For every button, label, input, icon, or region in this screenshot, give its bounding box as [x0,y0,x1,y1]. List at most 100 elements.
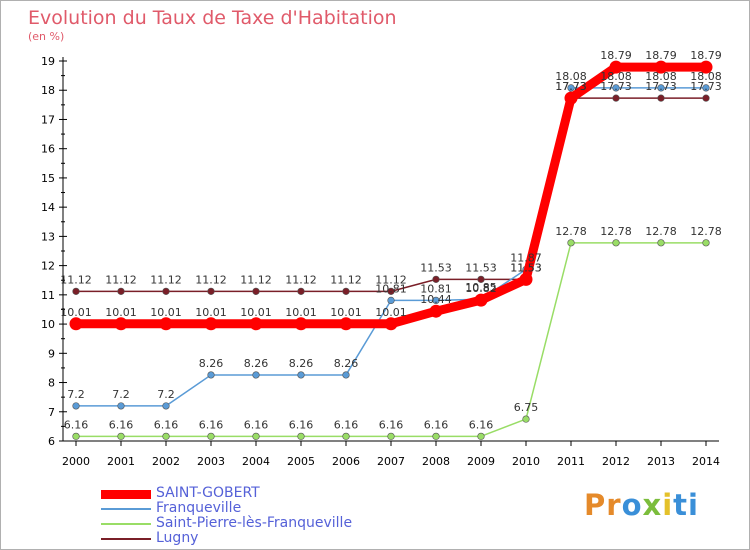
data-label: 10.01 [375,306,407,319]
chart-unit-label: (en %) [28,30,65,43]
x-tick-label: 2002 [152,455,180,468]
y-tick-label: 12 [41,260,55,273]
data-point [252,432,260,440]
proxiti-logo: Proxiti [584,488,699,522]
legend-swatch [101,538,151,540]
x-tick-label: 2005 [287,455,315,468]
data-label: 11.12 [60,273,92,286]
data-label: 10.85 [465,281,497,294]
data-label: 11.12 [375,273,407,286]
data-label: 11.53 [420,261,452,274]
data-point [702,94,710,102]
data-label: 11.12 [195,273,227,286]
data-label: 7.2 [157,388,175,401]
data-label: 6.16 [199,418,224,431]
data-point [657,94,665,102]
data-label: 6.16 [244,418,269,431]
data-point [117,402,125,410]
data-label: 10.81 [375,282,407,295]
x-tick-label: 2008 [422,455,450,468]
data-label: 11.53 [510,261,542,274]
data-point [162,287,170,295]
data-point [429,304,443,318]
data-point [72,432,80,440]
data-point [477,275,485,283]
data-point [432,275,440,283]
x-tick-label: 2000 [62,455,90,468]
data-label: 6.16 [424,418,449,431]
y-tick-label: 15 [41,172,55,185]
x-tick-label: 2006 [332,455,360,468]
y-tick-label: 9 [48,347,55,360]
data-label: 17.73 [645,80,677,93]
data-point [204,317,218,331]
x-tick-label: 2003 [197,455,225,468]
data-label: 17.73 [600,80,632,93]
data-point [342,287,350,295]
data-label: 7.2 [112,388,130,401]
data-label: 6.16 [154,418,179,431]
series-line [76,242,706,438]
y-tick-label: 16 [41,143,55,156]
data-point [297,287,305,295]
data-label: 11.53 [510,261,542,274]
x-tick-label: 2007 [377,455,405,468]
data-label: 17.73 [555,80,587,93]
data-point [654,60,668,74]
data-point [387,296,395,305]
series-lines [69,60,713,440]
data-label: 17.73 [690,80,722,93]
data-label: 18.08 [690,70,722,83]
data-label: 6.16 [289,418,314,431]
y-tick-label: 11 [41,289,55,302]
data-label: 8.26 [289,357,314,370]
data-point [117,432,125,440]
y-tick-label: 6 [48,435,55,448]
legend-swatch [101,508,151,510]
y-tick-label: 8 [48,377,55,390]
data-point [297,432,305,440]
data-label: 18.08 [600,70,632,83]
chart-title: Evolution du Taux de Taxe d'Habitation [28,7,397,29]
data-label: 18.79 [600,49,632,62]
data-point [114,317,128,331]
data-label: 11.12 [285,273,317,286]
series-line [76,87,706,407]
data-point [342,371,350,379]
data-point [519,272,533,286]
x-tick-label: 2013 [647,455,675,468]
data-labels: 11.12 11.12 11.12 11.12 11.12 11.12 11.12 11.12… [60,49,722,431]
data-label: 10.82 [465,282,497,295]
data-point [567,239,575,247]
data-point [252,287,260,295]
data-label: 7.2 [67,388,85,401]
data-label: 6.75 [514,401,539,414]
data-point [339,317,353,331]
data-point [162,432,170,440]
data-point [387,432,395,440]
y-tick-label: 13 [41,230,55,243]
data-label: 10.01 [285,306,317,319]
x-tick-label: 2001 [107,455,135,468]
data-label: 6.16 [379,418,404,431]
data-label: 18.08 [555,70,587,83]
data-point [249,317,263,331]
data-label: 10.01 [195,306,227,319]
data-point [702,239,710,247]
legend-label: Lugny [156,530,199,546]
x-tick-label: 2011 [557,455,585,468]
data-label: 8.26 [244,357,269,370]
x-tick-label: 2012 [602,455,630,468]
legend-swatch [101,523,151,525]
data-label: 10.01 [105,306,137,319]
data-point [564,91,578,105]
data-point [432,296,440,305]
data-label: 10.01 [330,306,362,319]
data-label: 6.16 [334,418,359,431]
data-label: 6.16 [109,418,134,431]
data-point [207,287,215,295]
data-point [699,60,713,74]
x-tick-label: 2004 [242,455,270,468]
